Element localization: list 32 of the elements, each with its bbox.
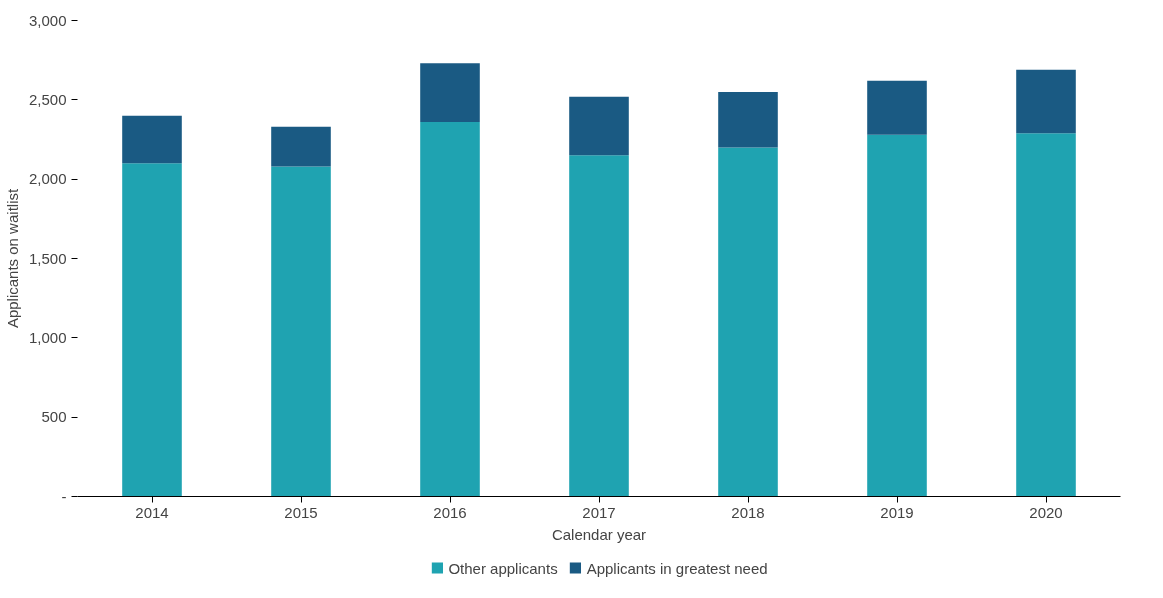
bar xyxy=(122,163,182,497)
bar xyxy=(867,80,927,135)
y-tick-label: 500 xyxy=(41,408,67,426)
bar xyxy=(420,122,480,497)
bar xyxy=(420,63,480,123)
legend-label: Applicants in greatest need xyxy=(586,559,768,576)
bar xyxy=(569,96,629,156)
y-tick-label: 1,500 xyxy=(28,249,67,267)
y-tick-label: 2,000 xyxy=(28,170,67,188)
bar xyxy=(1016,69,1076,134)
y-tick-label: 3,000 xyxy=(28,11,67,29)
x-tick-label: 2014 xyxy=(135,503,169,521)
x-tick-label: 2017 xyxy=(582,503,616,521)
bar xyxy=(271,166,331,497)
x-tick-label: 2018 xyxy=(731,503,765,521)
y-axis-title: Applicants on waitlist xyxy=(3,188,21,329)
x-tick-label: 2015 xyxy=(284,503,318,521)
x-tick-label: 2020 xyxy=(1029,503,1063,521)
bar xyxy=(569,155,629,497)
bar xyxy=(122,115,182,164)
x-tick-label: 2019 xyxy=(880,503,914,521)
y-tick-label: 1,000 xyxy=(28,328,67,346)
bar xyxy=(867,134,927,497)
bar xyxy=(718,147,778,497)
bar xyxy=(1016,133,1076,497)
y-tick-label: - xyxy=(61,487,67,505)
x-tick-label: 2016 xyxy=(433,503,467,521)
y-tick-label: 2,500 xyxy=(28,90,67,108)
x-axis-title: Calendar year xyxy=(551,525,647,543)
bar xyxy=(271,126,331,167)
bar xyxy=(718,91,778,148)
legend-label: Other applicants xyxy=(448,559,558,576)
